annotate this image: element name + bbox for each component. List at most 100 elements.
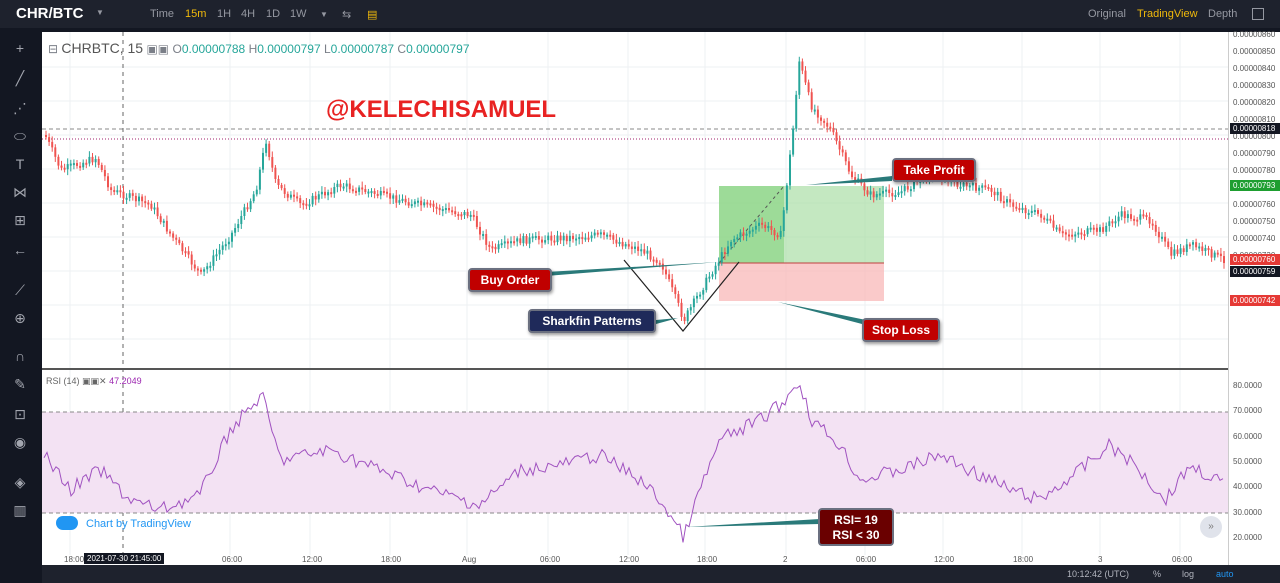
rsi-annotation-line2: RSI < 30 (832, 528, 880, 542)
candle (1195, 242, 1198, 248)
tab-4h[interactable]: 4H (241, 8, 256, 20)
price-axis-label: 0.00000840 (1233, 64, 1276, 73)
candle (1080, 232, 1083, 235)
fib-icon[interactable]: ⋰ (13, 100, 27, 116)
percent-toggle[interactable]: % (1153, 569, 1162, 579)
candle (320, 191, 323, 195)
chevron-down-icon[interactable]: ▼ (320, 10, 328, 19)
candle (454, 211, 457, 215)
high-value: 0.00000797 (257, 42, 321, 56)
candle (119, 190, 122, 193)
trash-icon[interactable]: ▥ (13, 502, 27, 518)
fullscreen-icon[interactable] (1252, 8, 1264, 20)
log-toggle[interactable]: log (1182, 569, 1195, 579)
branding-text[interactable]: Chart by TradingView (86, 518, 191, 530)
legend-settings-icon[interactable]: ▣▣ (146, 42, 170, 56)
drawing-toolbar: + ╱ ⋰ ⬭ T ⋈ ⊞ ← ⟋ ⊕ ∩ ✎ ⊡ ◉ ◈ ▥ (0, 28, 40, 583)
candle (1030, 210, 1033, 214)
chevron-down-icon[interactable]: ▼ (96, 8, 104, 17)
stop-loss-label[interactable]: Stop Loss (862, 318, 940, 342)
candle (785, 185, 788, 211)
candle (283, 188, 286, 194)
candle (975, 183, 977, 191)
price-axis-label: 0.00000760 (1233, 200, 1276, 209)
tab-time[interactable]: Time (150, 8, 175, 20)
candle (308, 204, 311, 207)
loss-zone (719, 263, 884, 301)
candle (193, 264, 196, 269)
rsi-value: 47.2049 (109, 376, 142, 386)
candle (789, 154, 791, 186)
trendline-icon[interactable]: ╱ (15, 70, 25, 86)
candle (714, 265, 717, 275)
view-depth[interactable]: Depth (1208, 8, 1238, 20)
crosshair-time-label: 2021-07-30 21:45:00 (84, 553, 165, 564)
crosshair-icon[interactable]: + (15, 40, 25, 56)
candle (971, 183, 974, 186)
scroll-right-icon[interactable]: » (1200, 516, 1222, 538)
time-axis-label: Aug (462, 555, 477, 564)
clock[interactable]: 10:12:42 (UTC) (1067, 569, 1130, 579)
candle (159, 216, 162, 223)
candle (417, 200, 419, 203)
candle (116, 190, 119, 193)
candle (153, 207, 156, 210)
ruler-icon[interactable]: ⟋ (15, 282, 25, 298)
candle (131, 193, 134, 196)
candle (60, 165, 63, 168)
candle (187, 251, 190, 255)
collapse-icon[interactable]: ⊟ (48, 42, 59, 56)
candle (469, 214, 472, 217)
view-original[interactable]: Original (1088, 8, 1126, 20)
shape-icon[interactable]: ⬭ (14, 128, 26, 144)
rsi-settings-icon[interactable]: ▣▣✕ (82, 376, 107, 386)
price-axis-label: 0.00000750 (1233, 217, 1276, 226)
zoom-icon[interactable]: ⊕ (14, 310, 26, 326)
candle (708, 276, 711, 279)
tab-15m[interactable]: 15m (185, 8, 207, 20)
view-tradingview[interactable]: TradingView (1137, 8, 1198, 20)
candle (144, 201, 147, 204)
eye-icon[interactable]: ◉ (13, 434, 27, 450)
magnet-icon[interactable]: ∩ (14, 348, 26, 364)
time-axis-label: 06:00 (856, 555, 877, 564)
profit-zone (719, 186, 884, 263)
candle (1024, 207, 1027, 214)
layers-icon[interactable]: ◈ (14, 474, 26, 490)
candle (798, 61, 801, 95)
candle (175, 237, 178, 240)
candle (1006, 199, 1008, 203)
candle (857, 178, 860, 181)
candle (113, 190, 116, 193)
prediction-icon[interactable]: ⊞ (14, 212, 26, 228)
take-profit-label[interactable]: Take Profit (892, 158, 976, 182)
candle (665, 269, 667, 275)
tab-1h[interactable]: 1H (217, 8, 232, 20)
candle (891, 193, 894, 197)
pattern-icon[interactable]: ⋈ (13, 184, 27, 200)
candle (773, 229, 776, 236)
indicator-settings-icon[interactable]: ⇆ (342, 9, 352, 21)
auto-toggle[interactable]: auto (1216, 569, 1234, 579)
candle (723, 252, 726, 255)
candle (1210, 249, 1213, 258)
rsi-annotation[interactable]: RSI= 19 RSI < 30 (818, 508, 894, 546)
candle (147, 202, 150, 205)
candle (742, 232, 745, 236)
candle (240, 216, 243, 225)
buy-order-label[interactable]: Buy Order (468, 268, 552, 292)
text-icon[interactable]: T (15, 156, 25, 172)
tab-1d[interactable]: 1D (266, 8, 281, 20)
candle (342, 186, 345, 189)
back-arrow-icon[interactable]: ← (13, 242, 27, 258)
notes-icon[interactable]: ▤ (367, 9, 378, 21)
sharkfin-label[interactable]: Sharkfin Patterns (528, 309, 656, 333)
symbol-selector[interactable]: CHR/BTC (16, 5, 84, 22)
lock-icon[interactable]: ⊡ (14, 406, 26, 422)
candle (705, 277, 708, 291)
low-value: 0.00000787 (330, 42, 395, 56)
price-tag-stop: 0.00000742 (1230, 295, 1280, 306)
tab-1w[interactable]: 1W (290, 8, 307, 20)
pencil-lock-icon[interactable]: ✎ (14, 376, 26, 392)
